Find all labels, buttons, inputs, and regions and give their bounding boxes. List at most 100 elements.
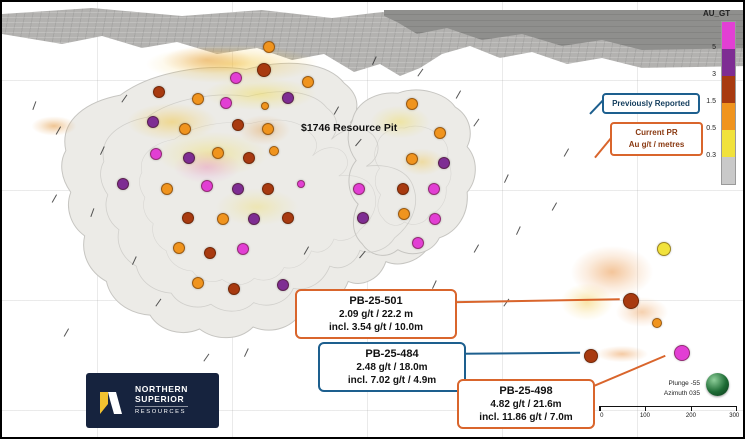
drill-intercept-dot [269, 146, 279, 156]
drill-intercept-dot [674, 345, 690, 361]
drill-intercept-dot [412, 237, 424, 249]
legend-color-segment-magenta [722, 22, 735, 49]
drill-intercept-dot [302, 76, 314, 88]
legend-threshold-label: 1.5 [706, 98, 716, 105]
plunge-label: Plunge -55 [668, 380, 700, 387]
drill-intercept-dot [243, 152, 255, 164]
company-name-line1: NORTHERN [135, 383, 188, 394]
callout-hole-id: PB-25-501 [349, 295, 403, 307]
company-logo-text: NORTHERN SUPERIOR RESOURCES [135, 383, 188, 416]
drill-intercept-dot [232, 183, 244, 195]
scale-bar-line [599, 406, 737, 412]
legend-threshold-label: 3 [712, 71, 716, 78]
scale-label: 200 [685, 413, 696, 419]
drill-intercept-dot [406, 98, 418, 110]
drill-intercept-dot [232, 119, 244, 131]
callout-hole-id: PB-25-484 [365, 348, 419, 360]
drill-intercept-dot [262, 183, 274, 195]
orientation-text: Plunge -55 Azimuth 035 [642, 379, 700, 400]
drill-intercept-dot [263, 41, 275, 53]
company-name-line3: RESOURCES [135, 406, 188, 416]
drill-intercept-dot [397, 183, 409, 195]
drill-intercept-dot [228, 283, 240, 295]
callout-grade: 2.09 g/t / 22.2 m [339, 309, 413, 321]
drill-intercept-dot [147, 116, 159, 128]
drill-intercept-dot [277, 279, 289, 291]
drill-intercept-dot [297, 180, 305, 188]
callout-pb-25-484: PB-25-484 2.48 g/t / 18.0m incl. 7.02 g/… [318, 342, 466, 393]
key-previously-reported-label: Previously Reported [612, 99, 690, 108]
resource-pit-label: $1746 Resource Pit [301, 122, 398, 134]
drill-intercept-dot [398, 208, 410, 220]
drill-intercept-dot [182, 212, 194, 224]
drill-intercept-dot [434, 127, 446, 139]
drill-intercept-dot [438, 157, 450, 169]
drill-intercept-dot [117, 178, 129, 190]
legend-threshold-label: 5 [712, 44, 716, 51]
legend-color-segment-yellow [722, 130, 735, 157]
drill-intercept-dot [220, 97, 232, 109]
drill-intercept-dot [212, 147, 224, 159]
drill-intercept-dot [192, 277, 204, 289]
drill-intercept-dot [282, 212, 294, 224]
legend-color-segment-purple [722, 49, 735, 76]
company-logo: NORTHERN SUPERIOR RESOURCES [86, 373, 219, 428]
drill-intercept-dot [353, 183, 365, 195]
key-current-pr-line2: Au g/t / metres [628, 140, 685, 149]
grade-legend-body: 5 3 1.5 0.5 0.3 [688, 21, 740, 186]
drill-intercept-dot [150, 148, 162, 160]
drill-intercept-dot [173, 242, 185, 254]
drill-intercept-dot [657, 242, 671, 256]
drill-intercept-dot [217, 213, 229, 225]
drill-intercept-dot [261, 102, 269, 110]
drill-intercept-dot [248, 213, 260, 225]
callout-grade: 4.82 g/t / 21.6m [490, 399, 562, 411]
scale-label: 300 [729, 413, 740, 419]
drill-intercept-dot [201, 180, 213, 192]
callout-included-interval: incl. 11.86 g/t / 7.0m [479, 412, 573, 424]
company-name-line2: SUPERIOR [135, 393, 185, 404]
drill-intercept-dot [652, 318, 662, 328]
drill-intercept-dot [357, 212, 369, 224]
grade-legend: AU_GT 5 3 1.5 0.5 0.3 [688, 9, 740, 186]
key-current-pr: Current PR Au g/t / metres [610, 122, 703, 156]
scale-tick [644, 407, 647, 411]
scale-bar: 0 100 200 300 [599, 406, 740, 421]
azimuth-label: Azimuth 035 [663, 390, 700, 398]
drill-intercept-dot [183, 152, 195, 164]
drill-intercept-dot [429, 213, 441, 225]
drill-intercept-dot [179, 123, 191, 135]
drill-intercept-dot [262, 123, 274, 135]
drill-intercept-dot [230, 72, 242, 84]
grade-legend-title: AU_GT [703, 9, 731, 18]
drill-intercept-dot [584, 349, 598, 363]
company-logo-mark-icon [100, 391, 122, 414]
callout-pb-25-498: PB-25-498 4.82 g/t / 21.6m incl. 11.86 g… [457, 379, 595, 430]
orientation-ball-icon [706, 373, 729, 396]
callout-included-interval: incl. 7.02 g/t / 4.9m [347, 375, 437, 387]
scale-bar-labels: 0 100 200 300 [599, 413, 740, 421]
drill-intercept-dot [192, 93, 204, 105]
callout-hole-id: PB-25-498 [499, 385, 553, 397]
drill-intercept-dot [623, 293, 639, 309]
drill-intercept-dot [282, 92, 294, 104]
legend-threshold-label: 0.5 [706, 125, 716, 132]
scale-tick [599, 407, 601, 411]
drill-intercept-dot [204, 247, 216, 259]
scale-tick [690, 407, 693, 411]
drill-intercept-dot [428, 183, 440, 195]
key-previously-reported: Previously Reported [602, 93, 700, 114]
grade-colorbar [721, 21, 736, 185]
drill-intercept-dot [237, 243, 249, 255]
drill-intercept-dot [406, 153, 418, 165]
legend-color-segment-darkred [722, 76, 735, 103]
drill-intercept-dot [153, 86, 165, 98]
scale-label: 100 [639, 413, 650, 419]
key-current-pr-line1: Current PR [635, 128, 678, 137]
legend-threshold-label: 0.3 [706, 152, 716, 159]
scale-tick [735, 407, 737, 411]
drill-intercept-dot [161, 183, 173, 195]
callout-included-interval: incl. 3.54 g/t / 10.0m [329, 322, 423, 334]
legend-color-segment-gray [722, 157, 735, 184]
